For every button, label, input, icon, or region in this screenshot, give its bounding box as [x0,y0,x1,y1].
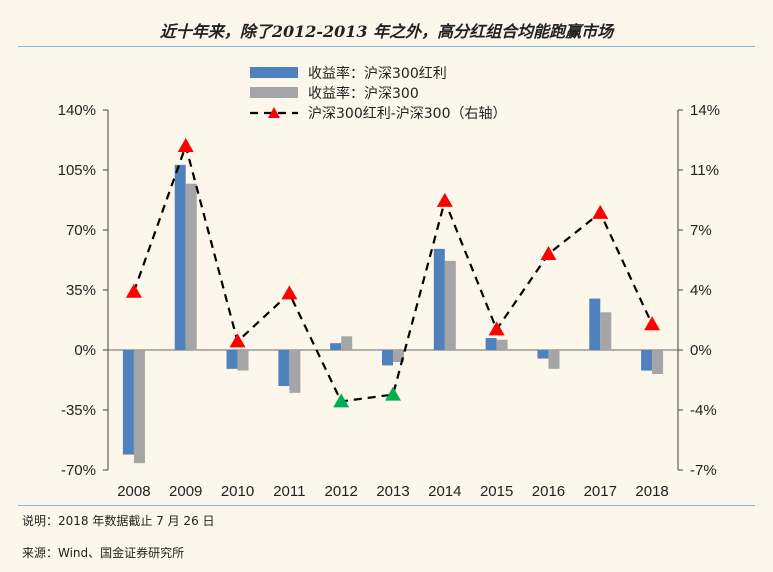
bar-dividend [122,350,134,455]
x-tick-label: 2012 [324,483,357,500]
left-tick-label: 105% [58,162,96,179]
footnote-note: 说明：2018 年数据截止 7 月 26 日 [22,514,215,528]
bar-index [652,350,664,374]
left-tick-label: 140% [58,102,96,119]
right-tick-label: 0% [690,342,712,359]
left-tick-label: 35% [66,282,96,299]
diff-marker [592,204,609,219]
x-tick-label: 2011 [273,483,305,500]
right-tick-label: -7% [690,462,717,479]
bar-dividend [641,350,653,371]
bar-index [185,183,197,350]
x-tick-label: 2016 [532,483,565,500]
legend-label: 收益率：沪深300红利 [308,65,447,82]
chart-title: 近十年来，除了2012-2013 年之外，高分红组合均能跑赢市场 [159,22,614,41]
left-tick-label: -70% [61,462,96,479]
x-tick-label: 2010 [221,483,254,500]
bars [122,164,664,464]
right-tick-label: 7% [690,222,712,239]
top-rule [18,46,755,47]
legend-marker [268,107,280,118]
x-tick-label: 2017 [584,483,617,500]
diff-marker [177,138,194,152]
bar-dividend [382,350,393,366]
footnote-source: 来源：Wind、国金证券研究所 [22,546,185,560]
axes: -70% -35% 0% 35% 70% 105% 140% -7% -4% 0% 4% 7% 11% 1… [58,102,720,500]
bar-dividend [330,343,342,350]
bar-dividend [226,350,238,369]
bar-index [341,336,353,350]
bar-dividend [537,350,549,359]
right-tick-label: 11% [690,162,719,179]
bar-dividend [174,164,186,350]
bar-index [237,350,249,371]
chart-svg: -70% -35% 0% 35% 70% 105% 140% -7% -4% 0% 4% 7% 11% 1… [58,65,720,500]
legend-label: 沪深300红利-沪深300（右轴） [308,106,507,122]
diff-line-path [132,142,654,403]
bar-index [496,339,508,350]
bar-index [289,350,301,393]
diff-line [125,138,661,408]
diff-marker [540,246,557,260]
left-tick-label: -35% [61,402,96,419]
bottom-rule [18,505,755,506]
bar-index [548,350,560,369]
legend-swatch [250,87,298,98]
diff-marker [488,321,505,336]
diff-marker [229,333,246,348]
x-tick-label: 2018 [635,483,668,500]
x-tick-label: 2008 [117,483,150,500]
bar-dividend [589,298,601,350]
x-tick-label: 2014 [428,483,461,500]
legend-swatch [250,67,298,78]
diff-marker [333,393,350,408]
bar-dividend [433,248,445,350]
diff-marker [281,285,298,300]
bar-dividend [485,338,497,350]
diff-marker [436,192,453,207]
diff-marker [385,386,401,401]
bar-dividend [278,350,290,386]
bar-index [393,350,404,362]
right-tick-label: 4% [690,282,712,299]
diff-marker [125,283,142,298]
left-tick-label: 0% [74,342,96,359]
bar-index [444,260,456,350]
x-tick-label: 2013 [376,483,409,500]
bar-index [600,312,612,350]
left-tick-label: 70% [66,222,96,239]
x-tick-label: 2009 [169,483,202,500]
x-tick-label: 2015 [480,483,513,500]
right-tick-label: 14% [690,102,720,119]
legend-label: 收益率：沪深300 [308,85,419,102]
bar-index [133,350,145,464]
right-tick-label: -4% [690,402,717,419]
diff-marker [644,316,661,331]
